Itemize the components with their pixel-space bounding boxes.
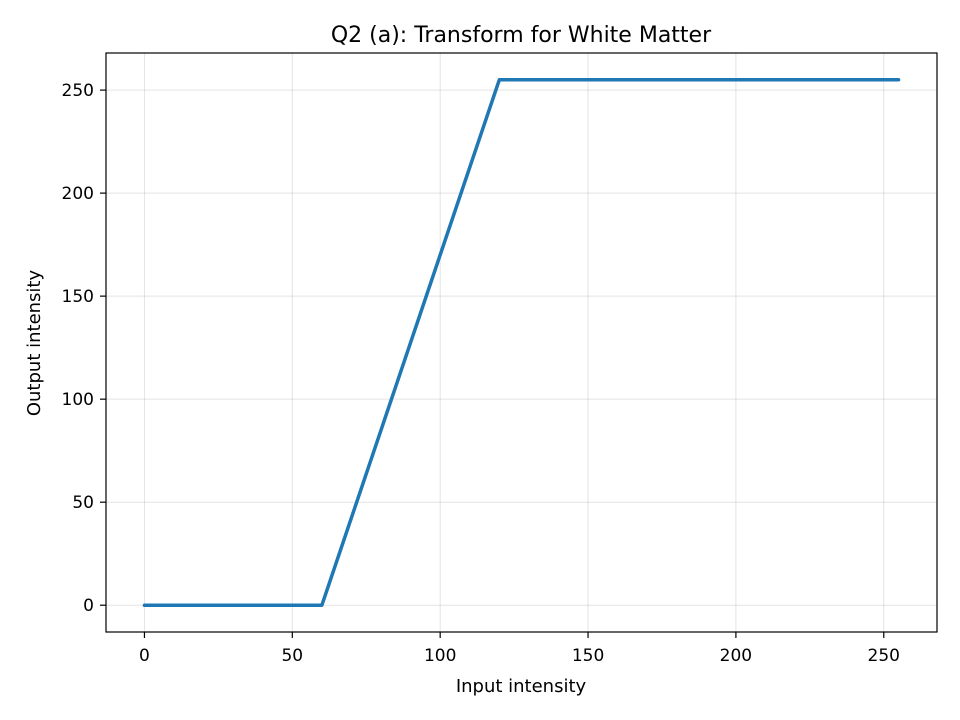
chart-title: Q2 (a): Transform for White Matter (331, 23, 712, 48)
x-tick-label: 200 (720, 646, 752, 666)
y-tick-label: 150 (62, 287, 94, 307)
y-axis: 0 50 100 150 200 250 (62, 81, 106, 616)
y-tick-label: 100 (62, 390, 94, 410)
x-axis: 0 50 100 150 200 250 (139, 632, 900, 666)
x-tick-label: 150 (572, 646, 604, 666)
y-tick-label: 250 (62, 81, 94, 101)
x-axis-label: Input intensity (456, 676, 587, 697)
x-tick-label: 50 (281, 646, 303, 666)
series-line-0 (142, 78, 901, 607)
y-tick-label: 200 (62, 184, 94, 204)
y-tick-label: 50 (72, 493, 94, 513)
x-tick-label: 250 (868, 646, 900, 666)
series-layer (142, 78, 901, 607)
plot-frame (105, 52, 938, 633)
y-axis-label: Output intensity (24, 270, 45, 417)
y-tick-label: 0 (83, 596, 94, 616)
x-tick-label: 100 (424, 646, 456, 666)
x-tick-label: 0 (139, 646, 150, 666)
grid (106, 53, 937, 632)
